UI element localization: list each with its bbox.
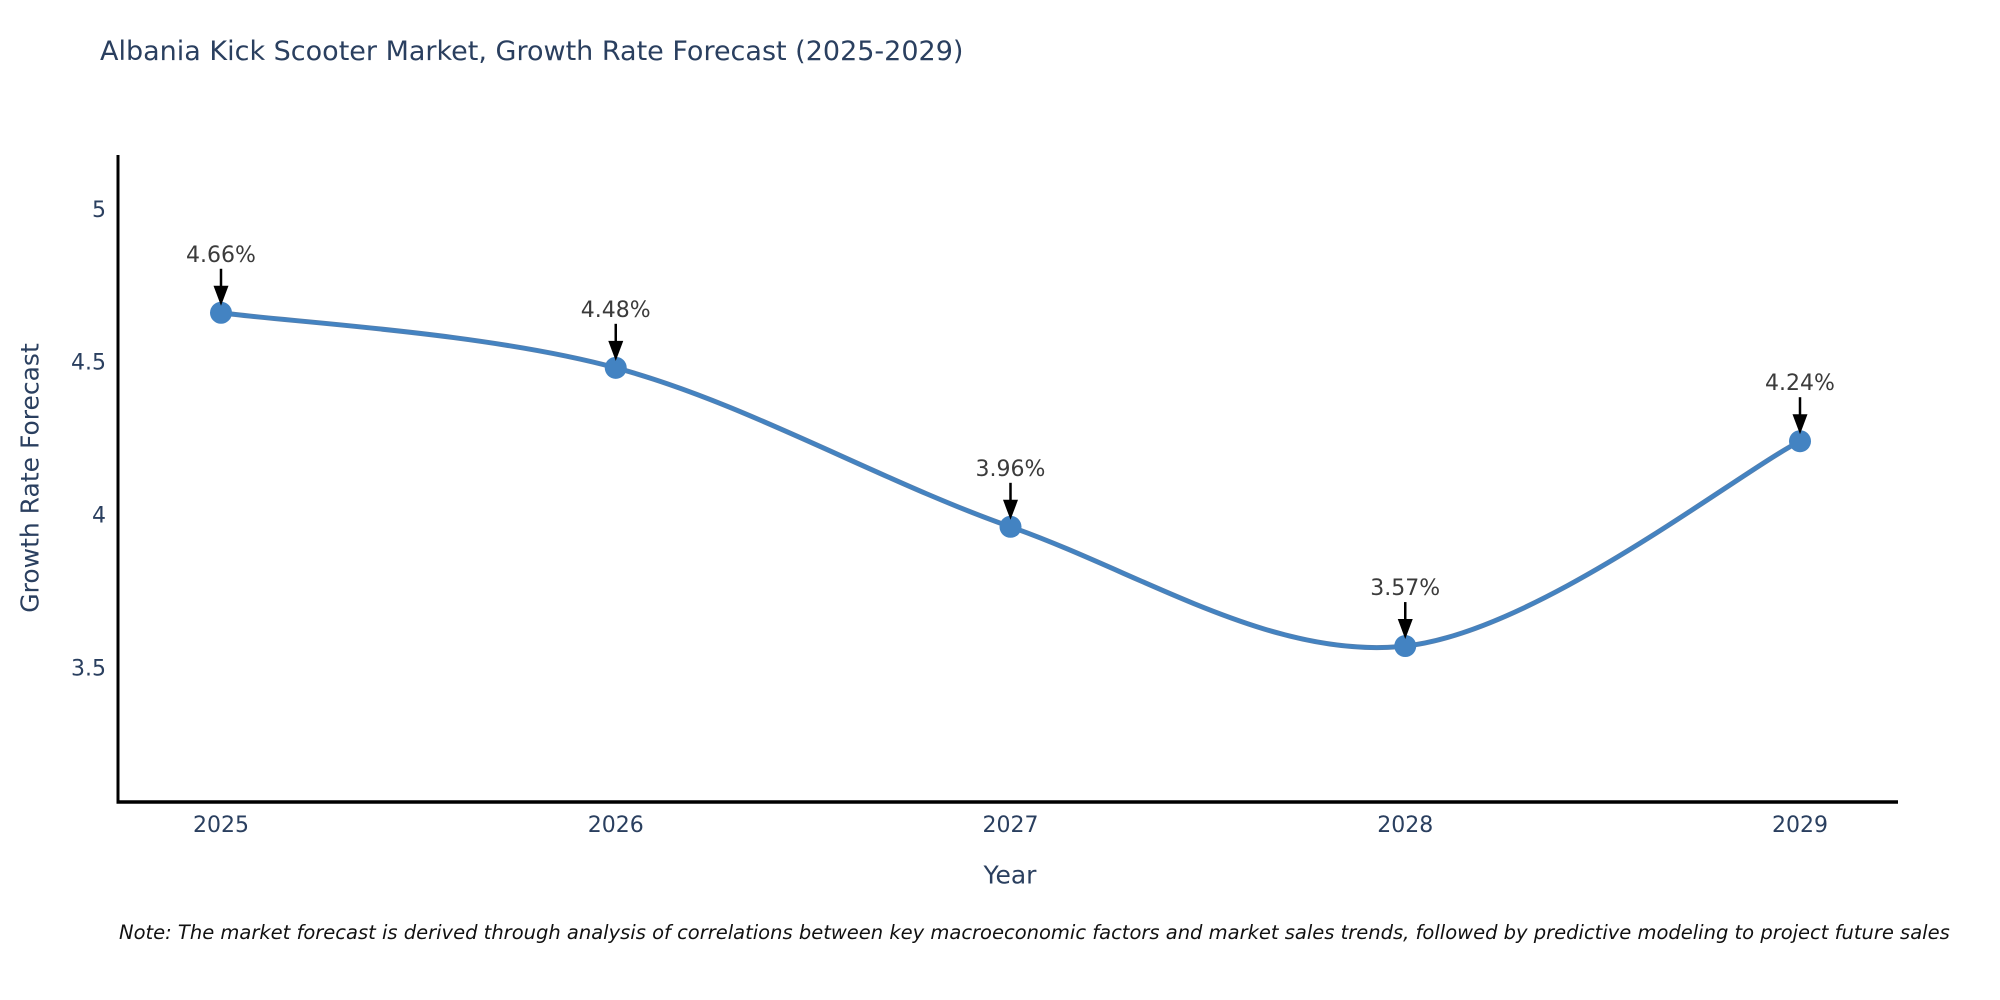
x-tick-label: 2026 xyxy=(588,813,644,838)
y-tick-label: 5 xyxy=(92,198,106,223)
point-value-label: 4.48% xyxy=(581,298,651,323)
x-tick-label: 2028 xyxy=(1377,813,1433,838)
y-tick-label: 3.5 xyxy=(71,656,106,681)
annotation-arrow-head xyxy=(1792,414,1808,435)
data-point-marker xyxy=(1789,430,1811,453)
annotation-arrow-head xyxy=(1003,499,1018,520)
y-tick-label: 4.5 xyxy=(71,351,106,376)
point-value-label: 4.66% xyxy=(186,243,256,268)
chart-title: Albania Kick Scooter Market, Growth Rate… xyxy=(100,36,964,67)
point-value-label: 3.57% xyxy=(1370,576,1440,601)
point-value-label: 4.24% xyxy=(1765,371,1835,396)
annotation-arrow-head xyxy=(213,285,229,306)
footnote: Note: The market forecast is derived thr… xyxy=(119,921,1950,944)
annotation-arrow-head xyxy=(1397,619,1413,640)
x-tick-label: 2025 xyxy=(193,813,249,838)
data-point-marker xyxy=(210,301,232,324)
data-point-marker xyxy=(604,356,627,379)
x-axis-title: Year xyxy=(983,860,1037,890)
y-tick-label: 4 xyxy=(92,504,106,529)
data-point-marker xyxy=(1394,635,1417,658)
annotation-arrow-head xyxy=(608,340,624,361)
data-point-marker xyxy=(999,515,1022,538)
point-value-label: 3.96% xyxy=(976,457,1046,482)
x-tick-label: 2027 xyxy=(983,813,1039,838)
x-tick-label: 2029 xyxy=(1772,813,1828,838)
